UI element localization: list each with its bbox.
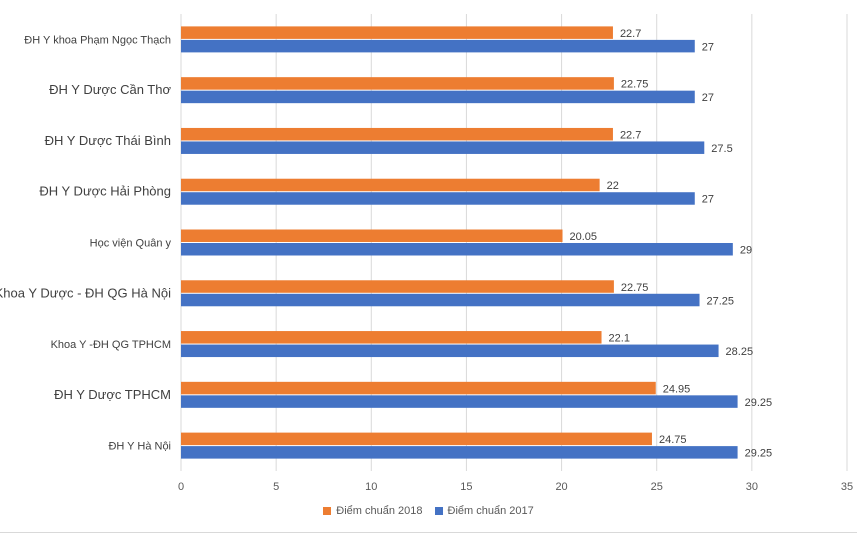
x-tick-label-20: 20 xyxy=(555,481,567,493)
category-label: ĐH Y Hà Nội xyxy=(108,441,171,453)
bar-2018 xyxy=(181,381,656,395)
bar-2017 xyxy=(181,90,695,104)
bar-2018 xyxy=(181,26,613,39)
bar-2018 xyxy=(181,432,652,446)
category-label: Học viện Quân y xyxy=(90,238,172,250)
data-label-2017: 29.25 xyxy=(745,397,773,409)
data-label-2018: 22.7 xyxy=(620,28,641,40)
bar-2018 xyxy=(181,229,563,242)
legend-item-2018: Điểm chuẩn 2018 xyxy=(323,505,423,517)
bar-2018 xyxy=(181,331,602,344)
gridlines xyxy=(180,14,848,471)
data-label-2018: 22.1 xyxy=(609,333,630,345)
legend-label-2017: Điểm chuẩn 2017 xyxy=(447,505,534,517)
data-label-2018: 22.75 xyxy=(621,79,649,91)
data-label-2018: 24.95 xyxy=(663,383,691,395)
data-label-2018: 22.75 xyxy=(621,282,649,294)
bar-2017 xyxy=(181,39,695,53)
category-label: ĐH Y Dược Hải Phòng xyxy=(39,184,171,199)
category-label: ĐH Y Dược Cần Thơ xyxy=(49,82,171,97)
data-label-2017: 29.25 xyxy=(745,448,773,460)
data-label-2017: 27.25 xyxy=(707,295,735,307)
bar-2018 xyxy=(181,280,614,293)
bar-2017 xyxy=(181,344,719,358)
data-label-2017: 27 xyxy=(702,41,714,53)
data-label-2018: 22.7 xyxy=(620,129,641,141)
x-tick-label-35: 35 xyxy=(841,481,853,493)
x-tick-label-10: 10 xyxy=(365,481,377,493)
bar-2017 xyxy=(181,243,733,256)
legend: Điểm chuẩn 2018 Điểm chuẩn 2017 xyxy=(0,505,857,517)
data-label-2018: 22 xyxy=(607,180,619,192)
category-label: ĐH Y khoa Phạm Ngọc Thạch xyxy=(24,34,171,46)
category-label: Khoa Y Dược - ĐH QG Hà Nội xyxy=(0,285,171,300)
legend-item-2017: Điểm chuẩn 2017 xyxy=(434,505,534,517)
data-label-2018: 24.75 xyxy=(659,434,687,446)
category-labels: ĐH Y khoa Phạm Ngọc Thạch ĐH Y Dược Cần T… xyxy=(0,34,171,452)
bar-2018 xyxy=(181,127,613,141)
data-labels: 22.7 27 22.75 27 22.7 27.5 22 27 20.05 29 22.75 27.… xyxy=(570,28,773,460)
bar-2018 xyxy=(181,77,614,90)
x-tick-label-5: 5 xyxy=(273,481,279,493)
data-label-2017: 27 xyxy=(702,194,714,206)
legend-swatch-2017 xyxy=(434,507,443,515)
bottom-rule xyxy=(0,532,857,533)
bar-2017 xyxy=(181,446,738,459)
bar-2017 xyxy=(181,192,695,205)
x-axis-tick-labels: 0 5 10 15 20 25 30 35 xyxy=(178,481,853,493)
bars xyxy=(181,26,738,459)
category-label: ĐH Y Dược TPHCM xyxy=(54,387,171,402)
x-tick-label-25: 25 xyxy=(651,481,663,493)
x-tick-label-15: 15 xyxy=(460,481,472,493)
data-label-2017: 27 xyxy=(702,92,714,104)
bar-2017 xyxy=(181,395,738,408)
bar-2017 xyxy=(181,141,705,154)
x-tick-label-0: 0 xyxy=(178,481,184,493)
bar-2018 xyxy=(181,178,600,192)
data-label-2017: 29 xyxy=(740,245,752,257)
legend-label-2018: Điểm chuẩn 2018 xyxy=(336,505,423,517)
data-label-2018: 20.05 xyxy=(570,231,598,243)
data-label-2017: 28.25 xyxy=(726,346,754,358)
category-label: Khoa Y -ĐH QG TPHCM xyxy=(51,339,171,351)
legend-swatch-2018 xyxy=(323,507,332,515)
x-tick-label-30: 30 xyxy=(746,481,758,493)
bar-2017 xyxy=(181,293,700,307)
data-label-2017: 27.5 xyxy=(711,143,732,155)
category-label: ĐH Y Dược Thái Bình xyxy=(45,133,171,148)
